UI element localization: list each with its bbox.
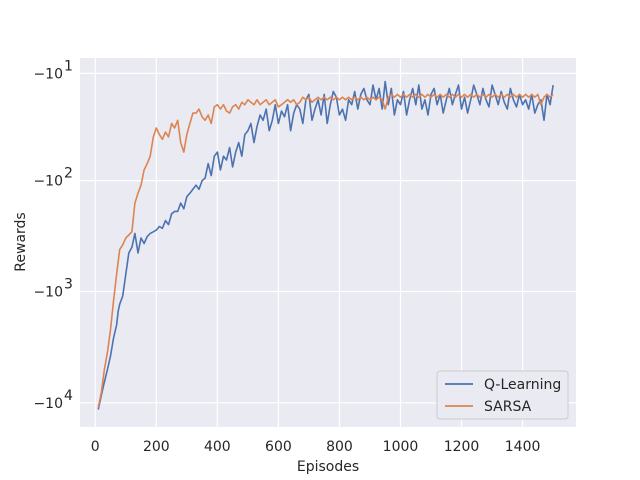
x-tick-label: 1000 bbox=[383, 439, 419, 455]
y-axis-label: Rewards bbox=[13, 212, 29, 271]
x-tick-label: 0 bbox=[91, 439, 100, 455]
y-axis-ticks: −10 1−10 2−10 3−10 4 bbox=[33, 58, 73, 411]
series-line-sarsa bbox=[97, 93, 554, 408]
y-tick-label: −10 bbox=[33, 174, 63, 190]
y-tick-label: −10 bbox=[33, 66, 63, 82]
y-tick-label: −10 bbox=[33, 396, 63, 412]
x-axis-label: Episodes bbox=[297, 459, 359, 475]
series-layer bbox=[97, 80, 554, 410]
legend-box bbox=[436, 370, 569, 420]
x-tick-label: 1200 bbox=[444, 439, 480, 455]
x-tick-label: 800 bbox=[326, 439, 353, 455]
y-tick-exponent: 2 bbox=[64, 166, 73, 182]
x-tick-label: 200 bbox=[143, 439, 170, 455]
x-axis-ticks: 0 200 400 600 800 1000 1200 1400 bbox=[91, 439, 541, 455]
legend: Q-Learning SARSA bbox=[436, 370, 569, 420]
grid bbox=[80, 58, 576, 427]
y-tick-exponent: 4 bbox=[64, 388, 73, 404]
y-tick-exponent: 1 bbox=[64, 58, 73, 74]
legend-label: Q-Learning bbox=[484, 377, 561, 393]
y-tick-label: −10 bbox=[33, 285, 63, 301]
y-tick-exponent: 3 bbox=[64, 277, 73, 293]
legend-label: SARSA bbox=[484, 399, 532, 415]
x-tick-label: 400 bbox=[204, 439, 231, 455]
x-tick-label: 1400 bbox=[505, 439, 541, 455]
x-tick-label: 600 bbox=[265, 439, 292, 455]
